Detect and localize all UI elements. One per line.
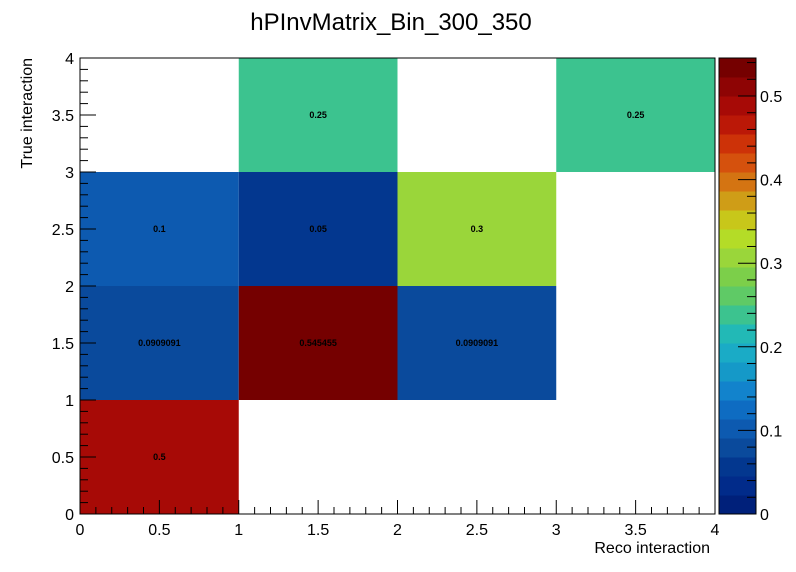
cell-value-label: 0.25 xyxy=(627,110,645,120)
x-tick-label: 3 xyxy=(552,522,561,539)
colorbar-frame xyxy=(718,57,757,515)
colorbar-tick-label: 0.5 xyxy=(760,89,782,106)
x-tick-label: 0 xyxy=(76,522,85,539)
colorbar-swatch xyxy=(719,495,756,515)
x-tick-label: 1 xyxy=(234,522,243,539)
heatmap-cell xyxy=(397,286,557,400)
y-tick-label: 1 xyxy=(65,393,74,410)
colorbar-swatch xyxy=(719,286,756,306)
heatmap-cell-labels: 0.5 0.0909091 0.545455 0.0909091 0.1 0.05 0.3 0… xyxy=(138,110,644,462)
colorbar-swatch xyxy=(719,153,756,173)
cell-value-label: 0.3 xyxy=(471,224,484,234)
heatmap-cell xyxy=(80,400,239,514)
cell-value-label: 0.545455 xyxy=(299,338,337,348)
colorbar-swatch xyxy=(719,191,756,211)
colorbar-swatch xyxy=(719,305,756,325)
y-tick-label: 1.5 xyxy=(52,336,74,353)
colorbar-tick-label: 0.3 xyxy=(760,256,782,273)
colorbar-swatch xyxy=(719,172,756,192)
colorbar-tick-label: 0 xyxy=(760,507,769,524)
x-axis-title: Reco interaction xyxy=(594,540,710,557)
heatmap-cell xyxy=(80,172,239,286)
cell-value-label: 0.5 xyxy=(153,452,166,462)
colorbar-swatch xyxy=(719,362,756,382)
x-tick-label: 1.5 xyxy=(307,522,329,539)
y-tick-label: 4 xyxy=(65,51,74,68)
colorbar-swatch xyxy=(719,210,756,230)
cell-value-label: 0.1 xyxy=(153,224,166,234)
colorbar-swatch xyxy=(719,229,756,249)
y-tick-label: 0.5 xyxy=(52,450,74,467)
colorbar-swatch xyxy=(719,248,756,268)
x-tick-label: 4 xyxy=(711,522,720,539)
heatmap-cell xyxy=(80,286,239,400)
cell-value-label: 0.0909091 xyxy=(456,338,499,348)
y-tick-label: 2.5 xyxy=(52,222,74,239)
heatmap-cell xyxy=(397,172,557,286)
heatmap-cell xyxy=(238,58,398,172)
y-tick-label: 0 xyxy=(65,507,74,524)
cell-value-label: 0.25 xyxy=(309,110,327,120)
colorbar-swatch xyxy=(719,438,756,458)
y-axis: 0 0.5 1 1.5 2 2.5 3 3.5 4 xyxy=(52,51,96,524)
colorbar-tick-label: 0.1 xyxy=(760,423,782,440)
colorbar-tick-label: 0.4 xyxy=(760,173,782,190)
heatmap-cells xyxy=(80,58,715,514)
colorbar-swatch xyxy=(719,77,756,97)
colorbar-swatch xyxy=(719,419,756,439)
colorbar-swatch xyxy=(719,324,756,344)
colorbar-swatch xyxy=(719,476,756,496)
colorbar-swatch xyxy=(719,400,756,420)
x-tick-label: 2.5 xyxy=(466,522,488,539)
x-tick-label: 0.5 xyxy=(148,522,170,539)
y-tick-label: 3.5 xyxy=(52,108,74,125)
colorbar: 0 0.1 0.2 0.3 0.4 0.5 xyxy=(718,57,782,524)
x-tick-label: 2 xyxy=(393,522,402,539)
cell-value-label: 0.0909091 xyxy=(138,338,181,348)
heatmap-cell xyxy=(556,58,715,172)
colorbar-swatch xyxy=(719,457,756,477)
colorbar-swatch xyxy=(719,96,756,116)
x-tick-label: 3.5 xyxy=(625,522,647,539)
cell-value-label: 0.05 xyxy=(309,224,327,234)
colorbar-tick-label: 0.2 xyxy=(760,340,782,357)
colorbar-swatch xyxy=(719,381,756,401)
colorbar-swatch xyxy=(719,115,756,135)
colorbar-swatch xyxy=(719,58,756,78)
colorbar-swatch xyxy=(719,343,756,363)
colorbar-swatch xyxy=(719,267,756,287)
heatmap-cell xyxy=(238,286,398,400)
y-axis-title: True interaction xyxy=(19,58,36,169)
y-tick-label: 2 xyxy=(65,279,74,296)
y-tick-label: 3 xyxy=(65,165,74,182)
chart-title: hPInvMatrix_Bin_300_350 xyxy=(250,9,532,36)
x-axis: 0 0.5 1 1.5 2 2.5 3 3.5 4 xyxy=(76,500,720,539)
heatmap-cell xyxy=(238,172,398,286)
colorbar-swatch xyxy=(719,134,756,154)
